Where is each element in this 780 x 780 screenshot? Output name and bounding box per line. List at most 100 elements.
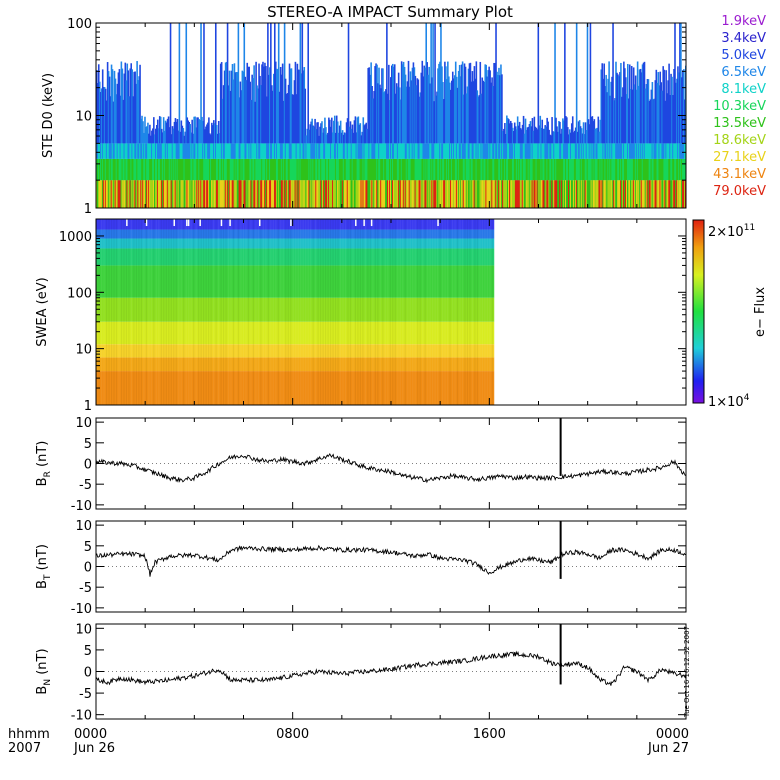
ste-mark <box>167 143 170 159</box>
ste-mark <box>576 158 579 181</box>
ste-mark <box>439 158 441 181</box>
ste-mark <box>182 143 185 159</box>
ste-mark <box>268 143 270 159</box>
ste-mark <box>524 180 527 208</box>
ste-mark <box>452 180 455 208</box>
ste-mark <box>544 125 546 144</box>
ste-mark <box>670 143 672 159</box>
ste-mark <box>409 180 412 208</box>
ste-mark <box>295 180 298 208</box>
ste-mark <box>441 66 443 144</box>
ste-mark <box>276 180 279 208</box>
ste-mark <box>606 143 608 159</box>
ste-mark <box>99 180 102 208</box>
ste-mark <box>625 143 627 159</box>
ste-mark <box>673 143 675 159</box>
ste-mark <box>96 143 98 159</box>
ste-mark <box>312 158 314 181</box>
ste-mark <box>248 180 250 208</box>
ste-mark <box>483 158 486 181</box>
ste-mark <box>671 158 673 181</box>
ste-mark <box>570 180 573 208</box>
ste-mark <box>110 143 113 159</box>
ste-mark <box>598 143 601 159</box>
ste-mark <box>170 158 173 181</box>
swea-stripe <box>110 219 113 405</box>
ste-mark <box>589 23 592 144</box>
swea-stripe <box>362 219 364 405</box>
ste-mark <box>212 180 214 208</box>
ste-mark <box>499 180 501 208</box>
ste-mark <box>381 158 383 181</box>
ste-mark <box>492 158 494 181</box>
ste-mark <box>632 180 635 208</box>
ste-mark <box>240 143 243 159</box>
ste-mark <box>154 158 156 181</box>
swea-stripe <box>145 219 147 405</box>
ste-mark <box>390 158 392 181</box>
ste-mark <box>302 143 305 159</box>
ste-mark <box>634 158 637 181</box>
swea-stripe <box>474 219 476 405</box>
ste-mark <box>554 180 556 208</box>
ste-mark <box>327 180 329 208</box>
ste-mark <box>155 128 157 144</box>
ste-mark <box>133 143 135 159</box>
ste-mark <box>529 158 532 181</box>
ste-mark <box>134 71 136 144</box>
ste-mark <box>361 131 364 144</box>
ste-mark <box>251 180 253 208</box>
ste-mark <box>609 143 611 159</box>
ste-mark <box>684 143 686 159</box>
ste-mark <box>231 64 234 144</box>
ste-mark <box>128 143 131 159</box>
legend-13.5keV: 13.5keV <box>713 116 766 131</box>
ste-mark <box>404 143 407 159</box>
ste-mark <box>168 180 171 208</box>
ste-mark <box>365 158 368 181</box>
ste-mark <box>525 129 528 144</box>
ste-mark <box>370 143 372 159</box>
ste-mark <box>181 180 184 208</box>
ste-mark <box>262 158 264 181</box>
ste-mark <box>398 143 401 159</box>
ste-mark <box>262 180 264 208</box>
ste-mark <box>502 143 504 159</box>
ste-mark <box>324 143 326 159</box>
ste-mark <box>237 143 240 159</box>
ste-mark <box>639 68 642 144</box>
ste-mark <box>518 158 521 181</box>
ste-mark <box>426 143 428 159</box>
ste-mark <box>589 158 592 181</box>
legend-10.3keV: 10.3keV <box>713 99 766 114</box>
ste-mark <box>265 158 267 181</box>
ste-mark <box>594 158 597 181</box>
ste-mark <box>558 121 560 144</box>
ste-mark <box>252 158 254 181</box>
ste-mark <box>124 62 127 144</box>
ste-mark <box>133 158 135 181</box>
ste-mark <box>410 80 413 144</box>
ste-mark <box>199 158 201 181</box>
ste-mark <box>661 90 663 144</box>
ste-mark <box>556 126 558 144</box>
ste-mark <box>238 97 241 144</box>
ste-mark <box>676 143 678 159</box>
ste-mark <box>487 70 489 144</box>
ste-mark <box>520 158 523 181</box>
ste-mark <box>385 143 387 159</box>
ste-mark <box>304 143 307 159</box>
swea-stripe <box>165 219 167 405</box>
ste-mark <box>316 158 318 181</box>
ste-mark <box>401 180 404 208</box>
ste-mark <box>474 143 477 159</box>
ste-mark <box>259 75 261 144</box>
ste-mark <box>465 158 468 181</box>
ste-mark <box>482 143 485 159</box>
ste-mark <box>594 128 597 144</box>
ste-mark <box>508 143 510 159</box>
swea-stripe <box>382 219 384 405</box>
ste-mark <box>640 143 643 159</box>
ste-mark <box>626 158 628 181</box>
ste-mark <box>634 75 637 144</box>
